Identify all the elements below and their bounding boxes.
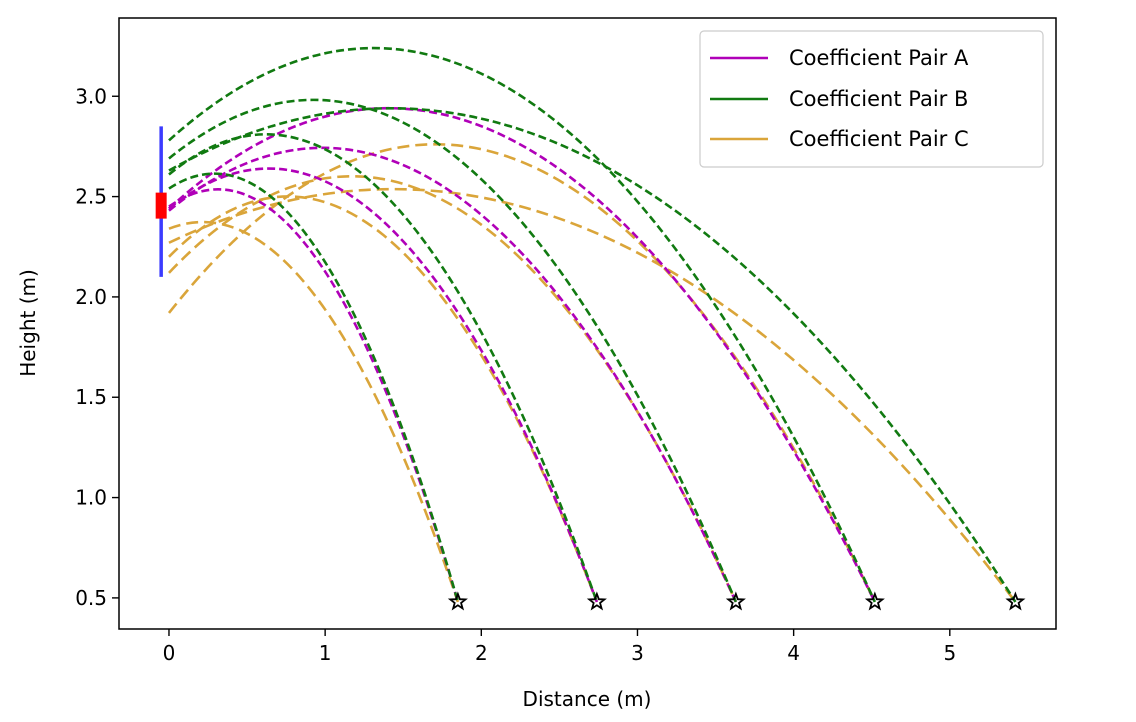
x-tick-label: 0 — [163, 641, 176, 665]
trajectory-line-c — [168, 220, 460, 603]
legend-label-c: Coefficient Pair C — [789, 127, 969, 151]
landing-star-marker — [864, 591, 885, 611]
x-tick-label: 3 — [631, 641, 644, 665]
legend-entry-b: Coefficient Pair B — [710, 87, 968, 111]
trajectory-line-b — [168, 106, 1017, 603]
trajectory-line-b — [168, 172, 460, 603]
legend-label-a: Coefficient Pair A — [789, 46, 969, 70]
plot-frame — [118, 17, 1057, 630]
x-tick-label: 5 — [943, 641, 956, 665]
y-tick-label: 0.5 — [75, 586, 107, 610]
plot-area — [155, 46, 1026, 611]
trajectory-line-b — [168, 133, 599, 603]
trajectory-line-c — [168, 195, 599, 603]
y-axis: 0.5 1.0 1.5 2.0 2.5 3.0 — [75, 84, 119, 610]
landing-star-marker — [725, 591, 746, 611]
x-tick-label: 2 — [475, 641, 488, 665]
trajectory-line-b — [168, 98, 738, 603]
y-tick-label: 2.5 — [75, 185, 107, 209]
trajectory-line-c — [168, 174, 738, 603]
y-tick-label: 3.0 — [75, 84, 107, 108]
x-tick-label: 4 — [787, 641, 800, 665]
trajectory-line-c — [167, 143, 877, 603]
legend-label-b: Coefficient Pair B — [789, 87, 968, 111]
y-tick-label: 1.5 — [75, 385, 107, 409]
landing-star-marker — [1005, 591, 1026, 611]
legend-entry-a: Coefficient Pair A — [710, 46, 969, 70]
trajectory-line-a — [168, 146, 738, 603]
x-tick-label: 1 — [319, 641, 332, 665]
trajectory-line-c — [168, 187, 1017, 603]
trajectory-line-a — [168, 188, 460, 603]
trajectory-line-b — [168, 46, 877, 603]
trajectory-line-a — [168, 167, 599, 603]
x-axis-label: Distance (m) — [523, 687, 652, 711]
trajectory-line-a — [168, 107, 877, 603]
y-axis-label: Height (m) — [16, 269, 40, 377]
legend: Coefficient Pair A Coefficient Pair B Co… — [699, 30, 1044, 168]
landing-star-marker — [447, 591, 468, 611]
x-axis: 0 1 2 3 4 5 — [163, 629, 956, 665]
y-tick-label: 1.0 — [75, 486, 107, 510]
y-tick-label: 2.0 — [75, 285, 107, 309]
legend-box — [699, 30, 1044, 168]
legend-entry-c: Coefficient Pair C — [710, 127, 969, 151]
landing-star-marker — [586, 591, 607, 611]
